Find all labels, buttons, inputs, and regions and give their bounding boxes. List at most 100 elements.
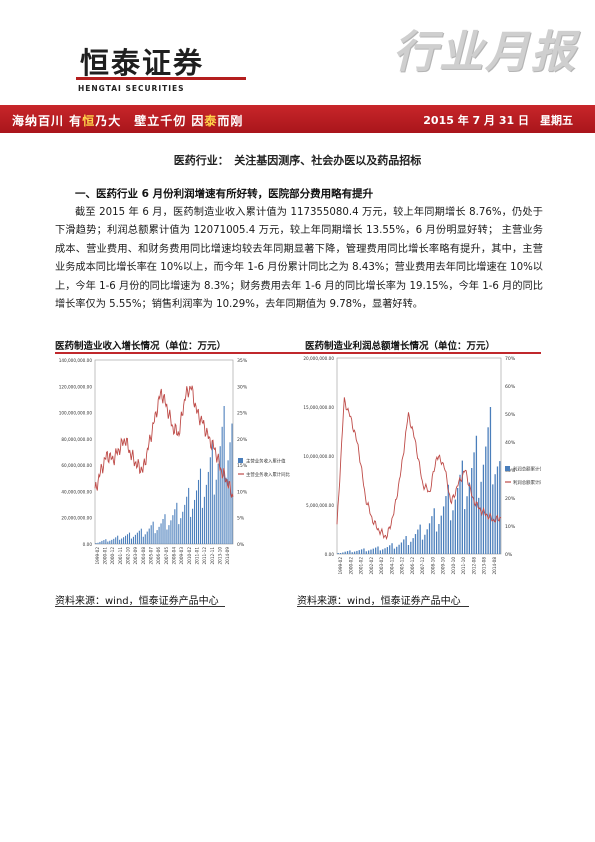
y-right-tick-label: 60% (505, 384, 516, 390)
report-type-title: 行业月报 (393, 27, 577, 78)
bar (203, 496, 205, 544)
x-tick-label: 2005-12 (400, 557, 405, 575)
left-source-underline (55, 606, 225, 607)
x-tick-label: 2012-08 (471, 557, 476, 575)
slogan-highlight: 恒 (82, 114, 96, 128)
y-right-tick-label: 0% (237, 542, 245, 548)
document-title: 医药行业： 关注基因测序、社会办医以及药品招标 (173, 154, 422, 167)
x-tick-label: 2006-12 (410, 557, 415, 575)
logo-underline (76, 77, 246, 80)
bar (199, 468, 202, 544)
bar (377, 546, 379, 554)
bar (370, 549, 372, 554)
bar (174, 509, 176, 544)
y-left-tick-label: 20,000,000.00 (61, 516, 92, 521)
logo-english-name: HENGTAI SECURITIES (78, 84, 185, 93)
legend-bar-label: 利润总额累计值 (513, 466, 541, 473)
y-right-tick-label: 20% (237, 437, 248, 443)
x-tick-label: 2001-11 (118, 547, 123, 565)
bar (182, 511, 184, 544)
x-tick-label: 2000-12 (110, 547, 115, 565)
bar (475, 435, 478, 554)
bar (158, 526, 160, 544)
y-left-tick-label: 0.00 (325, 552, 335, 557)
bar (156, 530, 158, 544)
y-right-tick-label: 10% (505, 524, 516, 530)
bar (231, 423, 233, 544)
bar (344, 551, 346, 554)
bar (209, 457, 211, 544)
bar (407, 545, 410, 554)
bar (412, 538, 414, 554)
x-tick-label: 2000-02 (348, 557, 353, 575)
report-date: 2015 年 7 月 31 日 星期五 (423, 114, 573, 127)
y-right-tick-label: 25% (237, 411, 248, 417)
bar (421, 539, 424, 554)
bar (492, 484, 494, 554)
bar (176, 502, 178, 544)
bar (496, 466, 499, 554)
bar (142, 536, 144, 544)
bar (424, 534, 426, 554)
logo-chinese-name: 恒泰证券 (80, 46, 205, 80)
bar (403, 539, 405, 554)
bar (445, 496, 447, 554)
x-tick-label: 2006-06 (156, 547, 161, 565)
bar (400, 542, 403, 554)
bar (223, 406, 225, 544)
bar (367, 550, 370, 554)
bar (103, 540, 105, 544)
bar (227, 460, 229, 544)
left-chart-frame: 0.00 20,000,000.00 40,000,000.00 60,000,000… (55, 352, 297, 582)
bar (349, 550, 351, 554)
bar (138, 530, 140, 544)
x-tick-label: 2003-09 (133, 547, 138, 565)
bar (405, 536, 407, 554)
y-right-tick-label: 30% (237, 384, 248, 390)
legend-bar-swatch (238, 458, 243, 463)
legend-line-label: 利润总额累计同比 (513, 479, 541, 486)
bar (190, 516, 192, 544)
x-tick-label: 2010-10 (451, 557, 456, 575)
bar (166, 529, 168, 544)
bar (353, 551, 356, 554)
left-chart-title: 医药制造业收入增长情况（单位：万元） (55, 341, 227, 352)
bar (152, 521, 154, 544)
bar (211, 441, 213, 544)
bar (342, 552, 344, 554)
bar (205, 484, 207, 544)
x-tick-label: 2012-11 (210, 547, 215, 565)
bar (485, 446, 487, 554)
bar (449, 520, 452, 554)
bar (379, 550, 381, 554)
bar (113, 538, 115, 544)
x-tick-label: 2011-12 (202, 547, 207, 565)
x-tick-label: 2004-08 (141, 547, 146, 565)
bar (414, 534, 417, 554)
bar (494, 474, 496, 554)
body-paragraph: 截至 2015 年 6 月，医药制造业收入累计值为 117355080.4 万元… (55, 207, 543, 311)
bar (389, 545, 391, 554)
bar (466, 496, 468, 554)
x-tick-label: 2005-07 (149, 547, 154, 565)
x-tick-label: 2008-10 (430, 557, 435, 575)
bar (119, 539, 121, 544)
bar (188, 487, 190, 544)
bar (391, 543, 393, 554)
bar (339, 553, 342, 554)
bar (499, 461, 501, 554)
bar (461, 460, 463, 554)
bar (144, 534, 146, 544)
bar (125, 535, 127, 544)
bar (123, 537, 125, 544)
plot-area-border (336, 357, 502, 555)
bar (442, 506, 445, 554)
bar (180, 518, 182, 544)
bar (178, 524, 180, 544)
bar (213, 494, 215, 544)
y-right-tick-label: 5% (237, 516, 245, 522)
profit-chart: 0.00 5,000,000.00 10,000,000.00 15,000,000.… (303, 356, 548, 575)
bar (130, 538, 133, 544)
bar (468, 482, 471, 554)
x-tick-label: 2011-01 (195, 547, 200, 565)
